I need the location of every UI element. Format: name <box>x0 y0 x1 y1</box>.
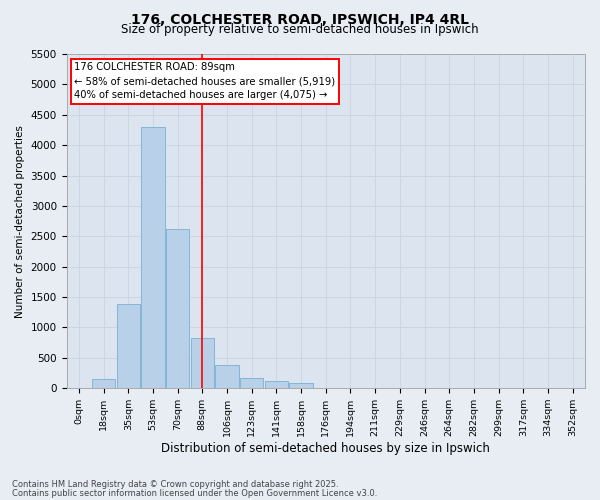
Text: Size of property relative to semi-detached houses in Ipswich: Size of property relative to semi-detach… <box>121 22 479 36</box>
Bar <box>141 127 164 388</box>
Text: 176 COLCHESTER ROAD: 89sqm
← 58% of semi-detached houses are smaller (5,919)
40%: 176 COLCHESTER ROAD: 89sqm ← 58% of semi… <box>74 62 335 100</box>
Bar <box>191 338 214 388</box>
Text: 176, COLCHESTER ROAD, IPSWICH, IP4 4RL: 176, COLCHESTER ROAD, IPSWICH, IP4 4RL <box>131 12 469 26</box>
Bar <box>289 383 313 388</box>
Text: Contains HM Land Registry data © Crown copyright and database right 2025.: Contains HM Land Registry data © Crown c… <box>12 480 338 489</box>
Bar <box>265 381 288 388</box>
Bar <box>92 379 115 388</box>
Bar <box>240 378 263 388</box>
Y-axis label: Number of semi-detached properties: Number of semi-detached properties <box>15 124 25 318</box>
Text: Contains public sector information licensed under the Open Government Licence v3: Contains public sector information licen… <box>12 488 377 498</box>
Bar <box>215 364 239 388</box>
Bar <box>116 304 140 388</box>
Bar <box>166 229 190 388</box>
X-axis label: Distribution of semi-detached houses by size in Ipswich: Distribution of semi-detached houses by … <box>161 442 490 455</box>
